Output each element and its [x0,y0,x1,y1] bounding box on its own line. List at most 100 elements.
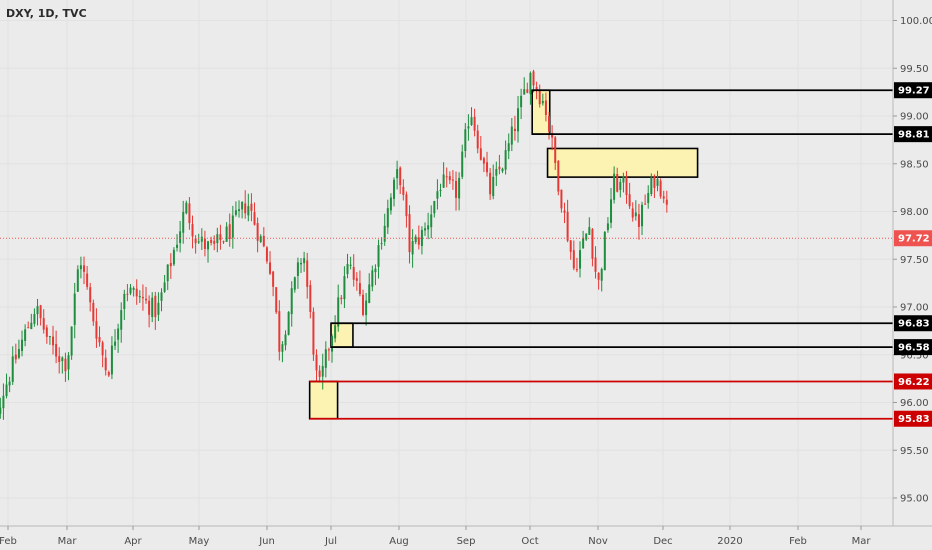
candle-body [579,250,582,269]
candle-body [482,158,485,164]
candle-body [123,293,126,310]
candle-body [244,203,247,214]
candle-body [538,91,541,105]
time-tick-label: Apr [124,536,142,547]
candle-body [17,349,20,358]
candle-body [30,322,33,330]
candle-body [544,100,547,115]
candle-body [489,172,492,195]
candle-body [548,115,551,132]
candle-body [526,89,529,93]
candle-body [89,287,92,303]
candle-body [572,250,575,269]
price-tick-label: 96.00 [900,398,929,409]
candle-body [157,302,160,315]
candle-body [455,180,458,198]
candle-body [141,296,144,299]
candle-body [535,87,538,90]
candle-body [659,180,662,197]
zones [308,89,699,420]
time-tick-label: Oct [521,536,538,547]
candle-body [402,186,405,195]
candle-body [393,179,396,199]
candle-body [647,192,650,204]
candle-body [399,167,402,186]
price-tick-label: 98.00 [900,207,929,218]
candle-body [405,194,408,217]
candle-body [551,133,554,138]
candle-body [64,358,67,372]
candle-body [101,342,104,356]
time-tick-label: Mar [852,536,872,547]
candle-body [138,296,141,298]
candle-body [296,262,299,276]
candle-body [365,300,368,316]
price-tick-label: 97.50 [900,255,929,266]
candle-body [569,240,572,252]
candle-body [256,223,259,241]
candle-body [210,239,213,243]
candle-body [461,151,464,177]
candle-body [241,201,244,210]
candle-body [613,173,616,200]
candle-body [179,231,182,244]
time-axis-background[interactable] [0,526,893,550]
candle-body [331,336,334,352]
candle-body [594,257,597,272]
price-tick-label: 99.00 [900,112,929,123]
candles [0,69,668,420]
candle-body [560,189,563,209]
candle-body [349,264,352,266]
candle-body [603,231,606,271]
candle-body [129,287,132,294]
candle-body [665,199,668,205]
candle-body [436,191,439,199]
level-badge-label: 96.22 [898,377,930,388]
candle-body [67,355,70,370]
time-tick-label: Aug [389,536,409,547]
candle-body [442,174,445,188]
grid [0,0,893,526]
candle-body [238,209,241,212]
candle-body [439,189,442,191]
candle-body [343,276,346,300]
time-tick-label: Sep [457,536,476,547]
candle-body [83,265,86,272]
candle-body [107,372,110,376]
candle-body [575,269,578,271]
candle-body [24,329,27,341]
candle-body [262,235,265,247]
level-badge-label: 99.27 [898,86,930,97]
candle-body [36,306,39,315]
candle-body [33,314,36,324]
candle-body [250,203,253,211]
candle-body [176,244,179,248]
candle-body [451,179,454,181]
candle-body [324,349,327,368]
candle-body [222,241,225,243]
candle-body [269,262,272,274]
level-badge-bg [894,126,932,143]
candle-body [368,284,371,303]
time-tick-label: Jun [258,536,275,547]
candle-body [95,321,98,339]
candle-body [135,288,138,297]
candle-body [597,273,600,280]
candle-body [14,354,17,360]
candle-body [45,327,48,337]
candle-body [293,277,296,290]
level-badge-label: 96.58 [898,343,930,354]
candle-body [42,318,45,330]
candle-body [73,293,76,325]
candle-body [284,334,287,346]
candle-body [467,126,470,129]
candle-body [448,176,451,181]
time-tick-label: May [189,536,210,547]
candle-body [529,72,532,95]
time-axis: Feb Mar Apr May Jun Jul Aug Sep Oct Nov Dec 2020 Feb… [0,526,871,547]
candle-body [188,203,191,224]
candle-body [504,150,507,170]
candle-body [207,241,210,250]
candle-body [265,247,268,262]
